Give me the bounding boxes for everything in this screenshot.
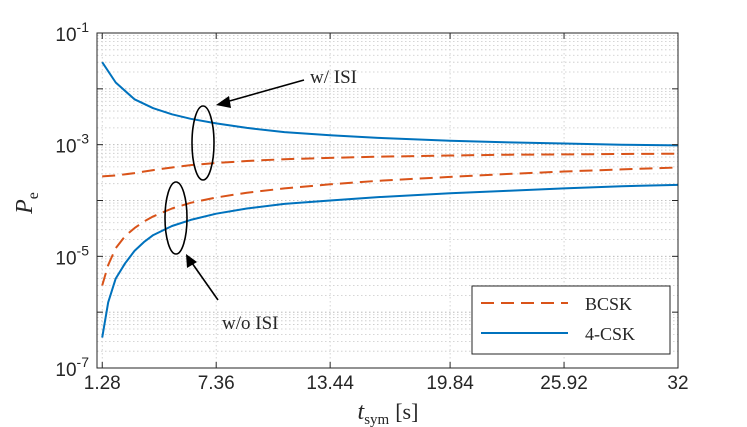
series-bcsk-isi: [102, 152, 679, 178]
annotation-arrow-isi: [225, 79, 305, 103]
annotation-arrowhead-no-isi: [186, 254, 197, 268]
legend-box: [471, 285, 671, 355]
annotation-arrowhead-isi: [216, 96, 231, 108]
annotation-label-no-isi: w/o ISI: [222, 313, 278, 334]
annotation-ellipse-isi: [191, 105, 215, 181]
x-tick-label: 25.92: [540, 373, 588, 394]
series-4csk-isi: [101, 61, 679, 147]
x-tick-label: 13.44: [306, 373, 354, 394]
annotations: w/ ISI w/o ISI: [164, 67, 357, 334]
series-4csk-no-isi: [101, 183, 679, 338]
tick-labels: 1.28 7.36 13.44 19.84 25.92 32 10-7 10-5 10-3 10-…: [55, 19, 688, 394]
annotation-label-isi: w/ ISI: [310, 67, 357, 88]
legend: BCSK 4-CSK: [471, 285, 671, 355]
series-layer: [101, 61, 679, 338]
legend-label-4csk: 4-CSK: [585, 324, 635, 344]
x-tick-label: 7.36: [198, 373, 235, 394]
annotation-arrow-no-isi: [191, 262, 219, 301]
x-tick-label: 1.28: [84, 373, 121, 394]
y-tick-label: 10-3: [55, 131, 89, 158]
x-axis-label: tsym [s]: [358, 399, 419, 427]
ticks: [97, 32, 679, 369]
y-tick-label: 10-7: [55, 354, 89, 381]
y-tick-label: 10-5: [55, 242, 89, 269]
legend-label-bcsk: BCSK: [585, 294, 632, 314]
y-tick-label: 10-1: [55, 19, 89, 46]
x-tick-label: 32: [667, 373, 688, 394]
x-tick-label: 19.84: [426, 373, 474, 394]
series-bcsk-no-isi: [101, 166, 679, 286]
y-axis-label: Pe: [12, 192, 42, 215]
annotation-ellipse-no-isi: [164, 181, 188, 255]
